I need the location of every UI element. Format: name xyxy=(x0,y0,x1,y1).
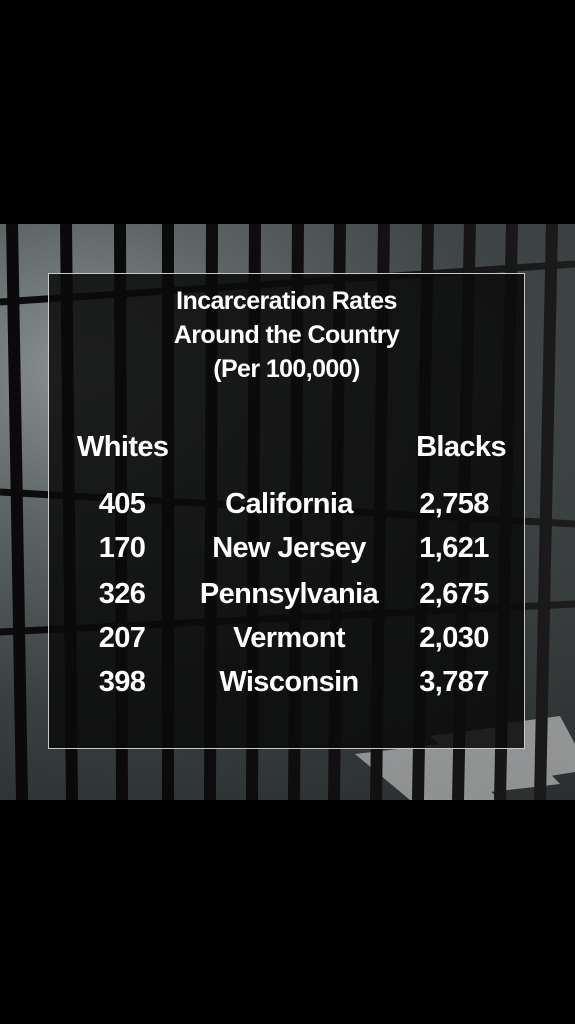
whites-rate: 326 xyxy=(98,578,146,610)
blacks-rate: 2,030 xyxy=(419,622,489,654)
whites-rate: 170 xyxy=(98,532,146,564)
table-title: Incarceration Rates Around the Country (… xyxy=(49,284,524,386)
title-line-2: Around the Country xyxy=(173,321,400,349)
title-line-1: Incarceration Rates xyxy=(176,287,397,315)
table-row: 398 Wisconsin 3,787 xyxy=(49,666,524,710)
column-header-whites: Whites xyxy=(77,431,169,463)
whites-rate: 207 xyxy=(98,622,146,654)
state-name: New Jersey xyxy=(212,532,366,564)
state-name: Vermont xyxy=(233,622,345,654)
state-name: Pennsylvania xyxy=(199,578,379,610)
table-row: 170 New Jersey 1,621 xyxy=(49,532,524,576)
incarceration-rates-table: Incarceration Rates Around the Country (… xyxy=(48,273,525,749)
title-line-3: (Per 100,000) xyxy=(213,355,360,383)
whites-rate: 405 xyxy=(98,488,146,520)
table-row: 405 California 2,758 xyxy=(49,488,524,532)
table-row: 326 Pennsylvania 2,675 xyxy=(49,578,524,622)
blacks-rate: 2,758 xyxy=(419,488,489,520)
state-name: Wisconsin xyxy=(219,666,359,698)
whites-rate: 398 xyxy=(98,666,146,698)
blacks-rate: 1,621 xyxy=(419,532,489,564)
state-name: California xyxy=(225,488,353,520)
table-row: 207 Vermont 2,030 xyxy=(49,622,524,666)
column-header-blacks: Blacks xyxy=(416,431,507,463)
blacks-rate: 3,787 xyxy=(419,666,489,698)
blacks-rate: 2,675 xyxy=(419,578,489,610)
